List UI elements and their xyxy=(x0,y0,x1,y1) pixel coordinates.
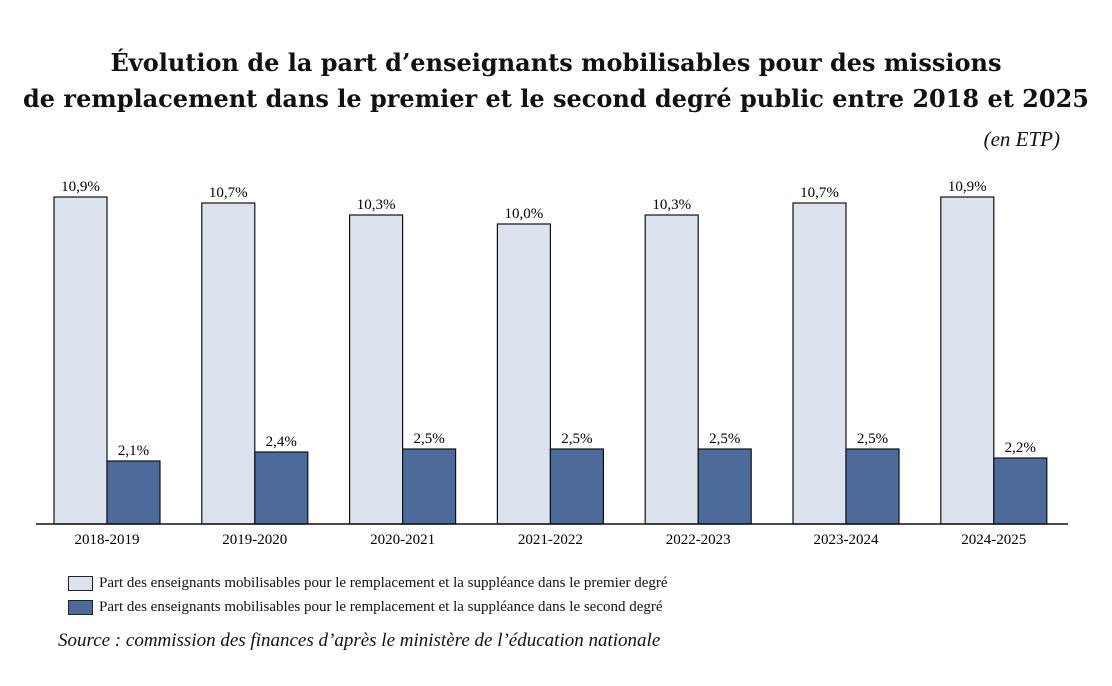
bar-second-degre xyxy=(106,460,161,525)
data-label: 10,0% xyxy=(505,206,544,222)
chart-title: Évolution de la part d’enseignants mobil… xyxy=(0,45,1112,117)
bar-second-degre xyxy=(402,448,457,525)
bar-premier-degre xyxy=(792,202,847,525)
x-tick-label: 2018-2019 xyxy=(75,532,140,548)
bar-premier-degre xyxy=(53,196,108,525)
bar-premier-degre xyxy=(349,214,404,525)
bar-premier-degre xyxy=(940,196,995,525)
source-note: Source : commission des finances d’après… xyxy=(58,630,661,651)
data-label: 10,9% xyxy=(948,179,987,195)
x-tick-label: 2020-2021 xyxy=(370,532,435,548)
legend-swatch-premier xyxy=(68,575,93,591)
bar-chart: 10,9% 2,1% 2018-2019 10,7% 2,4% 2019-2020 10,3… xyxy=(36,179,1068,548)
legend-label-premier: Part des enseignants mobilisables pour l… xyxy=(99,574,668,591)
bar-second-degre xyxy=(993,457,1048,525)
unit-label: (en ETP) xyxy=(983,127,1060,151)
data-label: 2,5% xyxy=(857,431,888,447)
x-tick-label: 2021-2022 xyxy=(518,532,583,548)
bar-second-degre xyxy=(549,448,605,525)
data-label: 2,2% xyxy=(1005,440,1036,456)
x-tick-label: 2023-2024 xyxy=(814,532,879,548)
chart-title-line-2: de remplacement dans le premier et le se… xyxy=(23,84,1089,113)
data-label: 10,7% xyxy=(209,185,248,201)
data-label: 10,3% xyxy=(652,197,691,213)
data-label: 2,5% xyxy=(709,431,740,447)
legend-item-premier: Part des enseignants mobilisables pour l… xyxy=(68,571,668,595)
bar-premier-degre xyxy=(496,223,551,525)
x-tick-label: 2024-2025 xyxy=(961,532,1026,548)
data-label: 10,9% xyxy=(61,179,100,195)
data-label: 10,3% xyxy=(357,197,396,213)
bar-premier-degre xyxy=(201,202,256,525)
bar-second-degre xyxy=(254,451,309,525)
chart-title-line-1: Évolution de la part d’enseignants mobil… xyxy=(110,48,1002,77)
data-label: 2,4% xyxy=(266,434,297,450)
bar-second-degre xyxy=(845,448,900,525)
legend-label-second: Part des enseignants mobilisables pour l… xyxy=(99,598,663,615)
data-label: 2,5% xyxy=(561,431,592,447)
legend-swatch-second xyxy=(68,599,93,615)
legend: Part des enseignants mobilisables pour l… xyxy=(68,571,668,619)
data-label: 2,1% xyxy=(118,443,149,459)
data-label: 2,5% xyxy=(413,431,444,447)
bar-second-degre xyxy=(697,448,752,525)
bar-premier-degre xyxy=(644,214,699,525)
x-tick-label: 2022-2023 xyxy=(666,532,731,548)
x-tick-label: 2019-2020 xyxy=(222,532,287,548)
legend-item-second: Part des enseignants mobilisables pour l… xyxy=(68,595,668,619)
data-label: 10,7% xyxy=(800,185,839,201)
